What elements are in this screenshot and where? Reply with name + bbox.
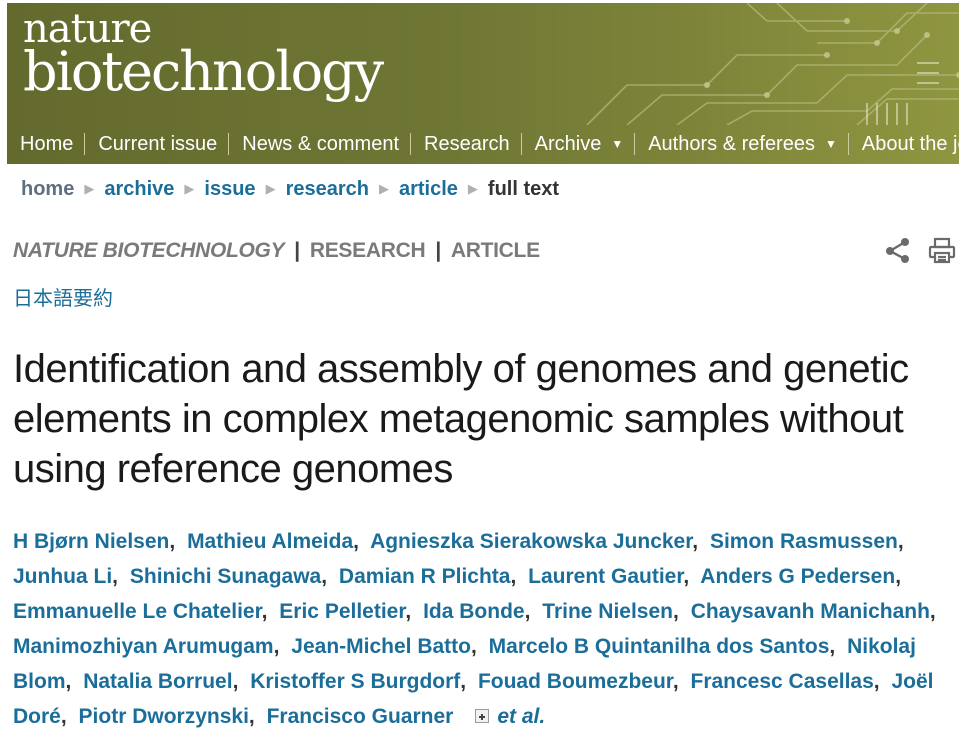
breadcrumb-issue[interactable]: issue [204,177,256,200]
breadcrumb-home[interactable]: home [21,177,75,200]
author-separator: , [261,600,268,623]
author-separator: , [353,530,359,553]
author-link[interactable]: Damian R Plichta [338,565,511,588]
breadcrumb-current: full text [487,177,560,200]
share-icon[interactable] [884,236,912,264]
author-link[interactable]: Piotr Dworzynski [78,705,249,728]
author-link[interactable]: Joël Doré [13,670,934,728]
author-link[interactable]: Fouad Boumezbeur [477,670,673,693]
nav-about-journal-label: About the jo [861,133,959,155]
section-separator: | [294,239,300,262]
breadcrumb-arrow-icon: ▶ [265,181,276,196]
author-separator: , [895,565,902,588]
author-link[interactable]: Marcelo B Quintanilha dos Santos [488,635,830,658]
author-separator: , [460,670,467,693]
author-separator: , [524,600,531,623]
breadcrumb-arrow-icon: ▶ [84,181,95,196]
expand-authors-icon[interactable] [475,708,490,723]
author-separator: , [321,565,328,588]
nav-authors-referees-label: Authors & referees [648,133,815,155]
breadcrumb: home ▶ archive ▶ issue ▶ research ▶ arti… [21,176,559,202]
print-icon[interactable] [928,236,956,264]
author-link[interactable]: Chaysavanh Manichanh [690,600,930,623]
author-separator: , [65,670,72,693]
section-separator: | [435,239,441,262]
author-link[interactable]: Emmanuelle Le Chatelier [13,600,262,623]
nav-archive-label: Archive [534,133,602,155]
author-separator: , [672,670,679,693]
author-separator: , [897,530,904,553]
article-section-label: NATURE BIOTECHNOLOGY | RESEARCH | ARTICL… [13,236,540,266]
breadcrumb-archive[interactable]: archive [104,177,175,200]
author-link[interactable]: Trine Nielsen [542,600,673,623]
author-link[interactable]: Laurent Gautier [528,565,684,588]
section-type[interactable]: RESEARCH [309,239,426,262]
author-separator: , [112,565,119,588]
section-subtype[interactable]: ARTICLE [450,239,540,262]
section-journal: NATURE BIOTECHNOLOGY [13,239,285,262]
author-link[interactable]: Manimozhiyan Arumugam [13,635,274,658]
author-link[interactable]: Natalia Borruel [83,670,233,693]
japanese-summary-link[interactable]: 日本語要約 [13,286,113,310]
author-link[interactable]: H Bjørn Nielsen [13,530,170,553]
nav-current-issue[interactable]: Current issue [84,133,228,155]
breadcrumb-arrow-icon: ▶ [184,181,195,196]
breadcrumb-arrow-icon: ▶ [378,181,389,196]
et-al-toggle[interactable]: et al. [497,705,546,728]
author-link[interactable]: Francisco Guarner [266,705,454,728]
author-separator: , [470,635,477,658]
author-link[interactable]: Agnieszka Sierakowska Juncker [370,530,693,553]
author-separator: , [929,600,936,623]
nav-home-label: Home [20,133,74,155]
author-link[interactable]: Kristoffer S Burgdorf [250,670,461,693]
author-separator: , [60,705,67,728]
author-link[interactable]: Simon Rasmussen [709,530,898,553]
author-separator: , [405,600,412,623]
author-link[interactable]: Francesc Casellas [690,670,874,693]
journal-logo[interactable]: nature biotechnology [23,6,384,103]
logo-word-biotechnology: biotechnology [23,40,384,103]
author-link[interactable]: Nikolaj Blom [13,635,916,693]
article-tools [884,236,958,266]
article-title: Identification and assembly of genomes a… [13,347,909,491]
nav-home[interactable]: Home [7,133,84,155]
author-separator: , [232,670,239,693]
main-navigation: Home Current issue News & comment Resear… [7,125,959,163]
logo-word-nature: nature [23,6,152,52]
nav-about-journal[interactable]: About the jo [847,133,959,155]
nav-news-comment[interactable]: News & comment [228,133,410,155]
nav-research-label: Research [424,133,510,155]
author-link[interactable]: Eric Pelletier [279,600,406,623]
caret-down-icon: ▼ [611,137,624,151]
author-separator: , [169,530,176,553]
author-separator: , [692,530,699,553]
author-separator: , [273,635,280,658]
caret-down-icon: ▼ [824,137,837,151]
author-link[interactable]: Junhua Li [13,565,113,588]
author-link[interactable]: Ida Bonde [423,600,525,623]
nav-current-issue-label: Current issue [98,133,218,155]
nav-archive[interactable]: Archive ▼ [520,133,635,155]
circuit-board-graphic [586,3,959,125]
author-link[interactable]: Anders G Pedersen [700,565,896,588]
breadcrumb-article[interactable]: article [398,177,458,200]
author-separator: , [829,635,836,658]
author-separator: , [673,600,679,623]
author-separator: , [683,565,690,588]
nav-research[interactable]: Research [410,133,521,155]
nav-authors-referees[interactable]: Authors & referees ▼ [634,133,848,155]
author-separator: , [873,670,880,693]
author-link[interactable]: Shinichi Sunagawa [129,565,322,588]
author-separator: , [248,705,255,728]
nav-news-comment-label: News & comment [242,133,400,155]
author-list: H Bjørn Nielsen, Mathieu Almeida, Agnies… [13,524,948,734]
author-separator: , [510,565,517,588]
breadcrumb-research[interactable]: research [285,177,369,200]
author-link[interactable]: Mathieu Almeida [187,530,354,553]
breadcrumb-arrow-icon: ▶ [467,181,478,196]
author-link[interactable]: Jean-Michel Batto [291,635,471,658]
masthead: nature biotechnology Home Current issue … [7,3,959,164]
